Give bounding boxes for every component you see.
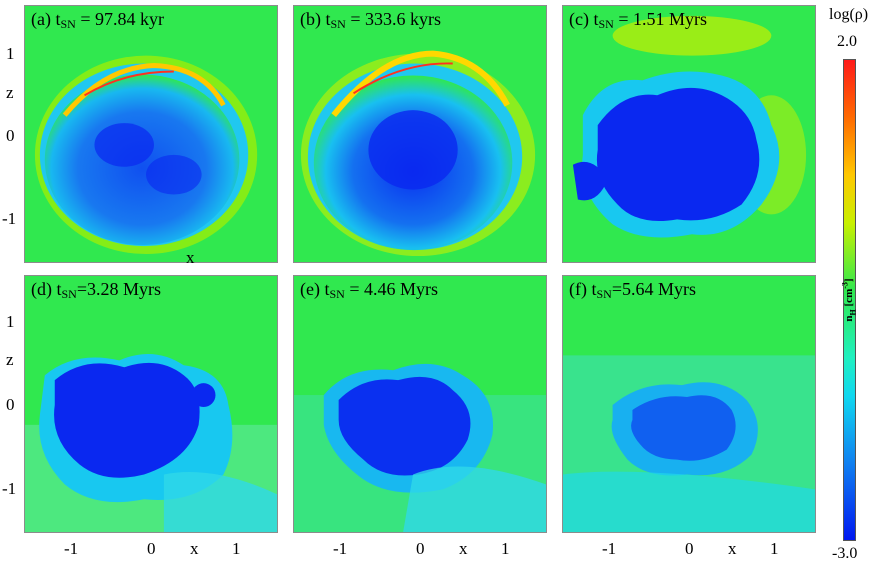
panel-c: (c) tSN = 1.51 Myrs [562, 5, 816, 263]
y-tick: 0 [6, 126, 15, 145]
panel-label: (a) tSN = 97.84 kyr [31, 9, 164, 31]
panel-d: (d) tSN=3.28 Myrs [24, 275, 278, 533]
x-axis-label-top: x [186, 248, 195, 267]
x-tick: 0 [416, 539, 425, 558]
z-axis-label: z [6, 83, 14, 102]
panel-a: (a) tSN = 97.84 kyr [24, 5, 278, 263]
density-map-e [294, 276, 546, 532]
colorbar [843, 59, 856, 541]
y-tick: -1 [2, 479, 17, 498]
y-tick: 0 [6, 395, 15, 414]
panel-b: (b) tSN = 333.6 kyrs [293, 5, 547, 263]
y-tick: 1 [6, 44, 15, 63]
density-map-c [563, 6, 815, 262]
x-tick: 0 [685, 539, 694, 558]
panel-e: (e) tSN = 4.46 Myrs [293, 275, 547, 533]
panel-label: (e) tSN = 4.46 Myrs [300, 279, 438, 301]
x-tick: 1 [770, 539, 779, 558]
colorbar-min-label: -3.0 [832, 545, 858, 562]
y-tick: -1 [2, 209, 17, 228]
density-map-f [563, 276, 815, 532]
panel-label: (b) tSN = 333.6 kyrs [300, 9, 441, 31]
x-tick: 1 [232, 539, 241, 558]
z-axis-label: z [6, 350, 14, 369]
x-tick: -1 [64, 539, 79, 558]
density-map-b [294, 6, 546, 262]
colorbar-title: log(ρ) [829, 6, 869, 23]
panel-label: (c) tSN = 1.51 Myrs [569, 9, 707, 31]
x-tick: -1 [333, 539, 348, 558]
panel-label: (d) tSN=3.28 Myrs [31, 279, 161, 301]
x-axis-label: x [190, 539, 199, 558]
y-tick: 1 [6, 312, 15, 331]
panel-f: (f) tSN=5.64 Myrs [562, 275, 816, 533]
x-axis-label: x [459, 539, 468, 558]
density-map-a [25, 6, 277, 262]
colorbar-max-label: 2.0 [837, 33, 857, 50]
x-tick: 1 [501, 539, 510, 558]
colorbar-unit-label: nH [cm-3] [840, 278, 858, 322]
density-map-d [25, 276, 277, 532]
x-tick: 0 [147, 539, 156, 558]
x-tick: -1 [602, 539, 617, 558]
x-axis-label: x [728, 539, 737, 558]
panel-label: (f) tSN=5.64 Myrs [569, 279, 696, 301]
